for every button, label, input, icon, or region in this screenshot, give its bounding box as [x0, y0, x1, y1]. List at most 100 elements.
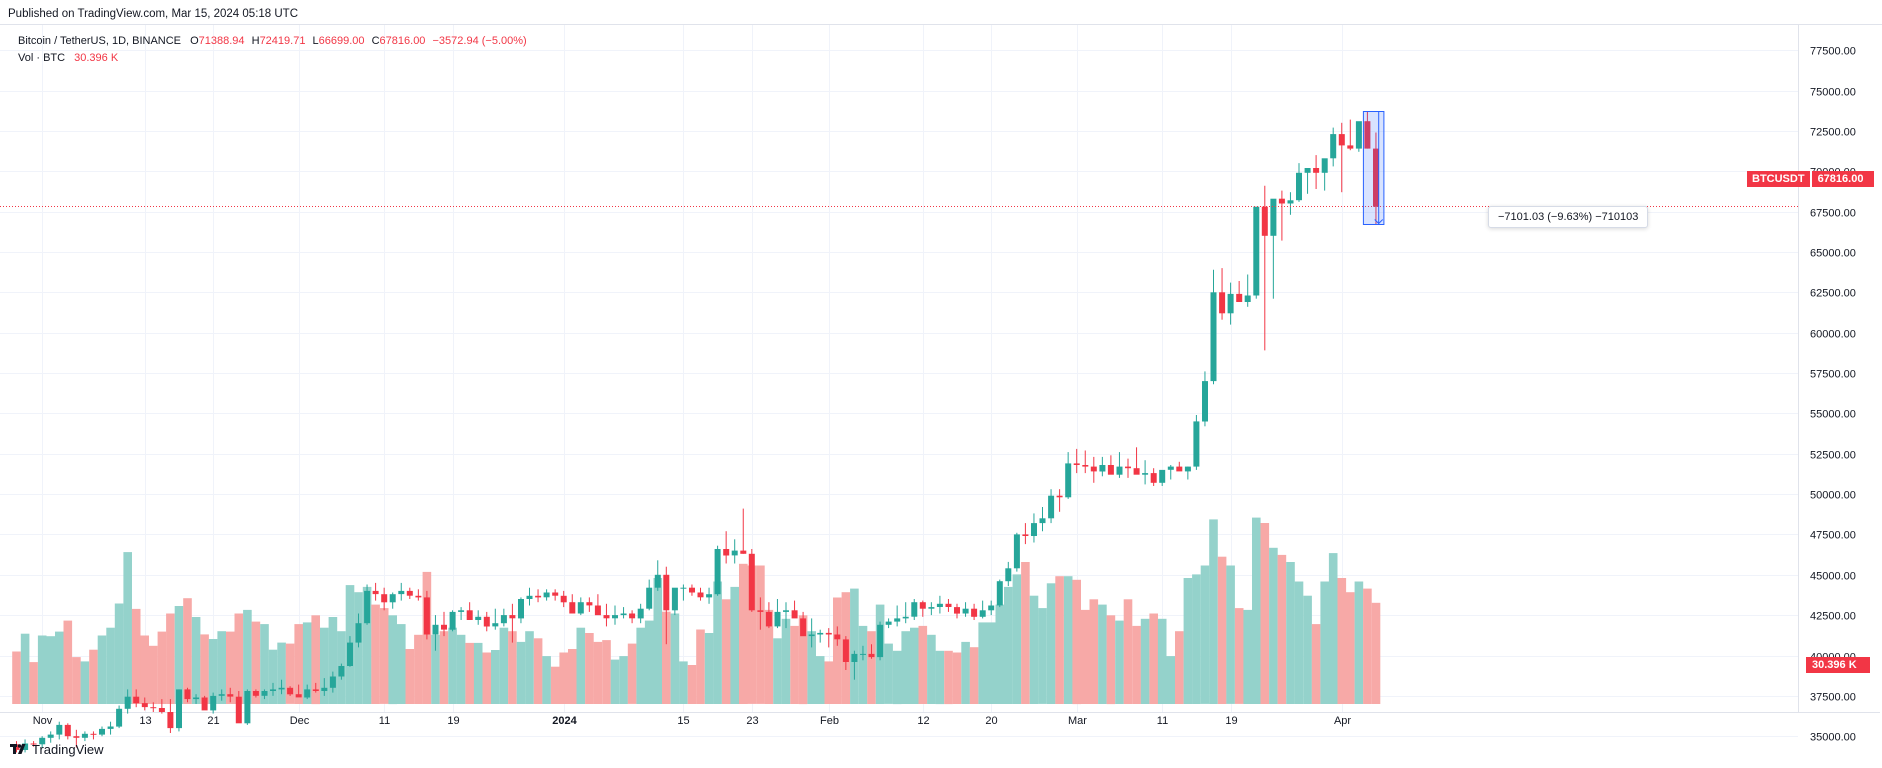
volume-bar	[1021, 562, 1030, 704]
candle-body	[1236, 293, 1243, 302]
volume-bar	[884, 643, 893, 704]
volume-bar	[918, 625, 928, 704]
candle-body	[466, 610, 473, 620]
candle-body	[936, 603, 943, 607]
candle	[466, 602, 473, 620]
candle	[1056, 489, 1063, 512]
candle	[193, 694, 200, 704]
candle-body	[39, 737, 46, 745]
candle-body	[1227, 293, 1234, 314]
volume-bar	[397, 624, 406, 704]
candle-body	[56, 724, 63, 735]
candle	[731, 539, 738, 564]
candle-body	[492, 623, 499, 627]
candle-body	[817, 632, 824, 635]
volume-bar	[1140, 618, 1150, 704]
candle-body	[338, 666, 345, 677]
candle	[689, 584, 695, 596]
candle	[1270, 198, 1277, 299]
candle	[30, 741, 37, 747]
low-label: L	[312, 35, 319, 47]
candle-body	[902, 616, 909, 619]
candle	[133, 689, 140, 708]
candle-body	[671, 587, 678, 611]
volume-bar	[704, 633, 714, 704]
candle	[1082, 450, 1089, 474]
candle-body	[877, 624, 884, 658]
candle-body	[1373, 148, 1379, 207]
symbol-name[interactable]: Bitcoin / TetherUS, 1D, BINANCE	[18, 35, 182, 47]
candle-body	[99, 728, 105, 735]
candle-body	[962, 608, 969, 614]
candle	[270, 682, 276, 696]
candle-body	[1099, 465, 1106, 472]
candle-body	[107, 726, 114, 729]
candle	[1065, 452, 1072, 499]
volume-bar	[174, 606, 184, 704]
volume-bar	[773, 638, 782, 704]
candle-body	[868, 653, 875, 658]
candle	[90, 731, 97, 740]
volume-bar	[1200, 565, 1210, 704]
volume-bar	[978, 622, 987, 704]
volume-bar	[1115, 620, 1124, 704]
price-tick-label: 50000.00	[1810, 490, 1856, 502]
candle-body	[1287, 200, 1294, 204]
volume-bar	[1072, 579, 1081, 705]
candle	[1022, 523, 1029, 545]
candle-body	[1253, 206, 1260, 296]
candle-body	[13, 744, 20, 750]
volume-bar	[764, 609, 774, 704]
volume-bar	[653, 578, 663, 704]
volume-bar	[1166, 656, 1176, 704]
time-tick-label: 11	[1157, 715, 1168, 727]
candle-body	[441, 624, 447, 630]
candle	[791, 600, 798, 619]
candle-body	[663, 574, 670, 611]
candle	[1373, 132, 1379, 225]
candle	[47, 731, 54, 743]
candle	[757, 597, 764, 630]
candle-body	[201, 697, 208, 711]
volume-label[interactable]: Vol · BTC	[18, 52, 66, 64]
candle-body	[1202, 381, 1208, 422]
volume-bar	[986, 622, 996, 704]
price-tick-label: 75000.00	[1810, 87, 1856, 99]
candle	[235, 691, 242, 724]
candle-body	[158, 708, 165, 712]
volume-bar	[901, 631, 910, 704]
candle	[543, 589, 550, 601]
candle-body	[723, 549, 730, 556]
candle-body	[389, 594, 396, 603]
volume-bar	[285, 643, 295, 704]
candle	[210, 692, 217, 714]
candle-body	[689, 587, 695, 593]
volume-bar	[533, 638, 543, 704]
candle	[1159, 469, 1166, 486]
candle	[64, 723, 71, 740]
candle	[1244, 274, 1251, 307]
volume-bar	[243, 609, 252, 704]
candle-body	[1133, 468, 1140, 475]
candle	[646, 579, 653, 611]
candle	[355, 613, 362, 648]
tradingview-footer[interactable]: TradingView	[10, 742, 104, 757]
candle	[1107, 455, 1114, 475]
candle-body	[355, 623, 362, 643]
candle-body	[372, 590, 379, 595]
candle-body	[381, 594, 388, 603]
candle	[1278, 190, 1285, 241]
candle-body	[295, 694, 302, 698]
volume-bar	[89, 649, 98, 704]
volume-bar	[63, 620, 73, 704]
candle-body	[646, 587, 653, 609]
candle-body	[842, 639, 849, 662]
candle-body	[73, 736, 80, 738]
price-axis: 77500.0075000.0072500.0070000.0067500.00…	[1810, 46, 1856, 744]
candle	[569, 594, 576, 614]
candle	[1202, 371, 1208, 427]
candle-body	[697, 592, 704, 598]
candle-body	[1270, 198, 1277, 236]
candle	[1219, 268, 1226, 320]
